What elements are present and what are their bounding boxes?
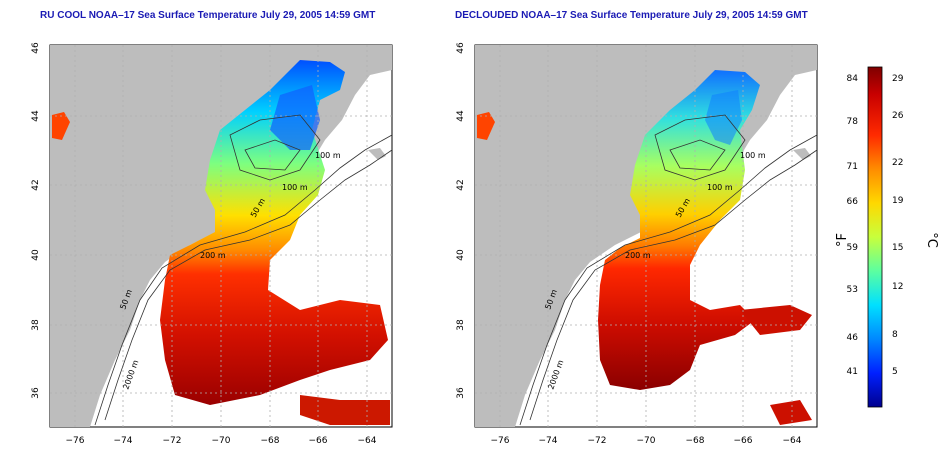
f-tick-label: 66: [847, 197, 859, 207]
scattered-warm-patches: [740, 305, 812, 335]
lat-tick-label: 42: [31, 179, 41, 190]
celsius-unit-label: °C: [924, 232, 939, 248]
lon-tick-label: −74: [114, 436, 133, 446]
c-tick-label: 22: [892, 158, 903, 168]
lon-axis: −76 −74 −72 −70 −68 −66 −64: [491, 436, 802, 446]
bathymetry-contours: [519, 114, 818, 426]
lat-tick-label: 40: [31, 249, 41, 261]
depth-label: 100 m: [315, 151, 341, 160]
colorbar-celsius-ticks: 29 26 22 19 15 12 8 5: [892, 74, 904, 377]
depth-label: 100 m: [707, 183, 733, 192]
lon-tick-label: −64: [358, 436, 377, 446]
gulf-of-maine-cold-water: [270, 85, 320, 150]
lon-tick-label: −64: [783, 436, 802, 446]
lon-tick-label: −66: [309, 436, 328, 446]
f-tick-label: 78: [847, 117, 859, 127]
f-tick-label: 53: [847, 285, 858, 295]
depth-label: 200 m: [625, 251, 651, 260]
f-tick-label: 41: [847, 367, 858, 377]
c-tick-label: 12: [892, 282, 903, 292]
c-tick-label: 15: [892, 243, 903, 253]
map-title-declouded: DECLOUDED NOAA–17 Sea Surface Temperatur…: [455, 10, 808, 21]
c-tick-label: 19: [892, 196, 904, 206]
lon-tick-label: −68: [686, 436, 705, 446]
lat-tick-label: 38: [456, 319, 466, 331]
lat-tick-label: 46: [31, 42, 41, 54]
depth-label: 200 m: [200, 251, 226, 260]
nova-scotia-warm-patch: [477, 112, 495, 140]
c-tick-label: 26: [892, 111, 904, 121]
f-tick-label: 71: [847, 162, 858, 172]
f-tick-label: 84: [847, 74, 859, 84]
depth-label: 100 m: [282, 183, 308, 192]
lon-tick-label: −66: [734, 436, 753, 446]
lat-tick-label: 36: [456, 387, 466, 399]
lat-tick-label: 44: [31, 110, 41, 122]
lat-tick-label: 40: [456, 249, 466, 261]
nova-scotia-warm-patch: [52, 112, 70, 140]
colorbar: 84 78 71 66 59 53 46 41 29 26 22 19 15 1…: [835, 66, 939, 408]
sst-field: [160, 60, 388, 405]
lat-axis: 46 44 42 40 38 36: [31, 42, 41, 399]
lat-tick-label: 46: [456, 42, 466, 54]
colorbar-fahrenheit-ticks: 84 78 71 66 59 53 46 41: [847, 74, 859, 377]
gulf-of-maine-cold-water: [705, 90, 742, 145]
lat-tick-label: 36: [31, 387, 41, 399]
lon-tick-label: −76: [66, 436, 85, 446]
grid-lines: [50, 45, 392, 427]
scattered-warm-patches: [300, 395, 390, 425]
lon-tick-label: −74: [539, 436, 558, 446]
lon-tick-label: −68: [261, 436, 280, 446]
f-tick-label: 59: [847, 243, 859, 253]
lat-axis: 46 44 42 40 38 36: [456, 42, 466, 399]
grid-lines: [475, 45, 817, 427]
lon-tick-label: −72: [163, 436, 182, 446]
bathymetry-contours: [94, 114, 393, 426]
lat-tick-label: 44: [456, 110, 466, 122]
map-panel-declouded: 100 m 100 m 50 m 200 m 50 m 2000 m −76 −…: [456, 42, 818, 446]
lon-tick-label: −76: [491, 436, 510, 446]
lon-tick-label: −70: [637, 436, 656, 446]
lat-tick-label: 42: [456, 179, 466, 190]
c-tick-label: 5: [892, 367, 898, 377]
colorbar-gradient: [867, 66, 883, 408]
lon-axis: −76 −74 −72 −70 −68 −66 −64: [66, 436, 377, 446]
map-panel-raw: 100 m 100 m 50 m 200 m 50 m 2000 m −76 −…: [31, 42, 393, 446]
sst-field: [598, 70, 760, 390]
f-tick-label: 46: [847, 333, 859, 343]
scattered-warm-patches: [770, 400, 812, 425]
c-tick-label: 29: [892, 74, 904, 84]
fahrenheit-unit-label: °F: [835, 233, 850, 247]
lon-tick-label: −72: [588, 436, 607, 446]
depth-label: 100 m: [740, 151, 766, 160]
c-tick-label: 8: [892, 330, 898, 340]
lat-tick-label: 38: [31, 319, 41, 331]
lon-tick-label: −70: [212, 436, 231, 446]
map-title-raw: RU COOL NOAA–17 Sea Surface Temperature …: [40, 10, 376, 21]
